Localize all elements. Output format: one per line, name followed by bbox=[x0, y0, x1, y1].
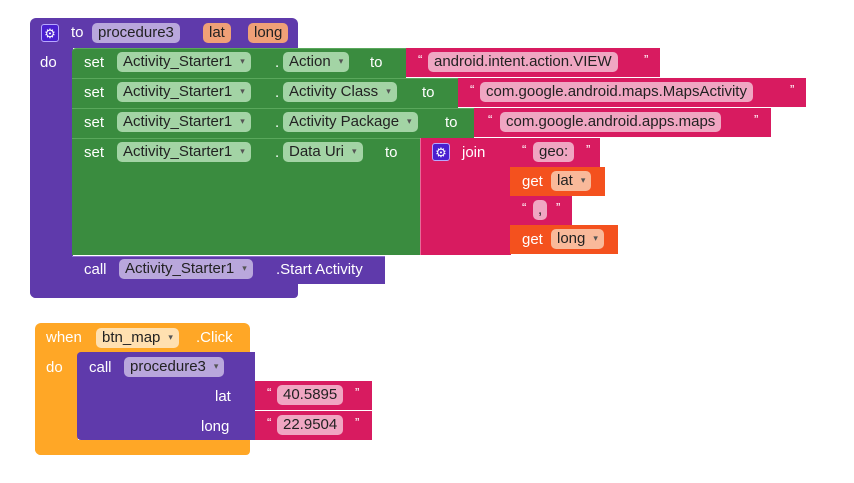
get-label: get bbox=[522, 231, 543, 248]
quote-open: “ bbox=[522, 142, 527, 157]
to-label: to bbox=[385, 144, 398, 161]
event-body-rail bbox=[35, 352, 78, 455]
quote-open: “ bbox=[470, 82, 475, 97]
dot-label: . bbox=[275, 54, 280, 71]
component-dropdown[interactable]: Activity_Starter1 bbox=[117, 82, 251, 102]
arg-long-label: long bbox=[201, 418, 230, 435]
quote-close: ” bbox=[355, 415, 360, 430]
call-label: call bbox=[89, 359, 112, 376]
text-block-package[interactable]: “ com.google.android.apps.maps ” bbox=[474, 108, 771, 137]
component-dropdown[interactable]: Activity_Starter1 bbox=[117, 52, 251, 72]
quote-open: “ bbox=[418, 52, 423, 67]
get-label: get bbox=[522, 173, 543, 190]
set-label: set bbox=[84, 54, 105, 71]
set-label: set bbox=[84, 84, 105, 101]
component-dropdown[interactable]: btn_map bbox=[96, 328, 179, 348]
component-dropdown[interactable]: Activity_Starter1 bbox=[119, 259, 253, 279]
event-label: .Click bbox=[196, 329, 233, 346]
dot-label: . bbox=[275, 84, 280, 101]
text-block-lat[interactable]: “ 40.5895 ” bbox=[255, 381, 372, 410]
property-dropdown[interactable]: Action bbox=[283, 52, 350, 72]
param-long[interactable]: long bbox=[248, 23, 289, 43]
gear-icon[interactable]: ⚙ bbox=[432, 143, 450, 161]
quote-close: ” bbox=[586, 142, 591, 157]
gear-icon[interactable]: ⚙ bbox=[41, 24, 59, 42]
param-lat[interactable]: lat bbox=[203, 23, 231, 43]
event-bottom-bar bbox=[35, 440, 250, 455]
quote-close: ” bbox=[644, 52, 649, 67]
get-lat-block[interactable]: get lat bbox=[510, 167, 605, 196]
variable-dropdown[interactable]: lat bbox=[551, 171, 592, 191]
quote-close: ” bbox=[355, 385, 360, 400]
procedure-bottom-bar bbox=[30, 284, 298, 298]
procedure-name-field[interactable]: procedure3 bbox=[92, 23, 180, 43]
text-value[interactable]: com.google.android.maps.MapsActivity bbox=[480, 82, 753, 102]
to-label: to bbox=[445, 114, 458, 131]
dot-label: . bbox=[275, 114, 280, 131]
text-value[interactable]: com.google.android.apps.maps bbox=[500, 112, 722, 132]
method-label: .Start Activity bbox=[276, 261, 363, 278]
when-label: when bbox=[46, 329, 82, 346]
quote-close: ” bbox=[754, 112, 759, 127]
quote-close: ” bbox=[790, 82, 795, 97]
quote-open: “ bbox=[522, 200, 527, 215]
component-dropdown[interactable]: Activity_Starter1 bbox=[117, 112, 251, 132]
text-value[interactable]: , bbox=[533, 200, 548, 220]
do-label: do bbox=[46, 359, 63, 376]
arg-lat-label: lat bbox=[215, 388, 231, 405]
to-label: to bbox=[370, 54, 383, 71]
procedure-dropdown[interactable]: procedure3 bbox=[124, 357, 225, 377]
quote-open: “ bbox=[488, 112, 493, 127]
text-block-geo[interactable]: “ geo: ” bbox=[510, 138, 600, 167]
dot-label: . bbox=[275, 144, 280, 161]
property-dropdown[interactable]: Activity Class bbox=[283, 82, 397, 102]
text-value[interactable]: geo: bbox=[533, 142, 575, 162]
text-value[interactable]: 40.5895 bbox=[277, 385, 344, 405]
quote-close: ” bbox=[556, 200, 561, 215]
to-label: to bbox=[71, 24, 84, 41]
text-block-class[interactable]: “ com.google.android.maps.MapsActivity ” bbox=[458, 78, 806, 107]
procedure-body-rail bbox=[30, 47, 73, 298]
text-block-long[interactable]: “ 22.9504 ” bbox=[255, 411, 372, 440]
set-label: set bbox=[84, 114, 105, 131]
component-dropdown[interactable]: Activity_Starter1 bbox=[117, 142, 251, 162]
property-dropdown[interactable]: Activity Package bbox=[283, 112, 418, 132]
do-label: do bbox=[40, 54, 57, 71]
property-dropdown[interactable]: Data Uri bbox=[283, 142, 363, 162]
quote-open: “ bbox=[267, 415, 272, 430]
text-block-comma[interactable]: “ , ” bbox=[510, 196, 572, 225]
to-label: to bbox=[422, 84, 435, 101]
call-label: call bbox=[84, 261, 107, 278]
text-block-action[interactable]: “ android.intent.action.VIEW ” bbox=[406, 48, 660, 77]
quote-open: “ bbox=[267, 385, 272, 400]
text-value[interactable]: android.intent.action.VIEW bbox=[428, 52, 618, 72]
join-label: join bbox=[462, 144, 486, 161]
variable-dropdown[interactable]: long bbox=[551, 229, 604, 249]
set-label: set bbox=[84, 144, 105, 161]
text-value[interactable]: 22.9504 bbox=[277, 415, 344, 435]
get-long-block[interactable]: get long bbox=[510, 225, 618, 254]
